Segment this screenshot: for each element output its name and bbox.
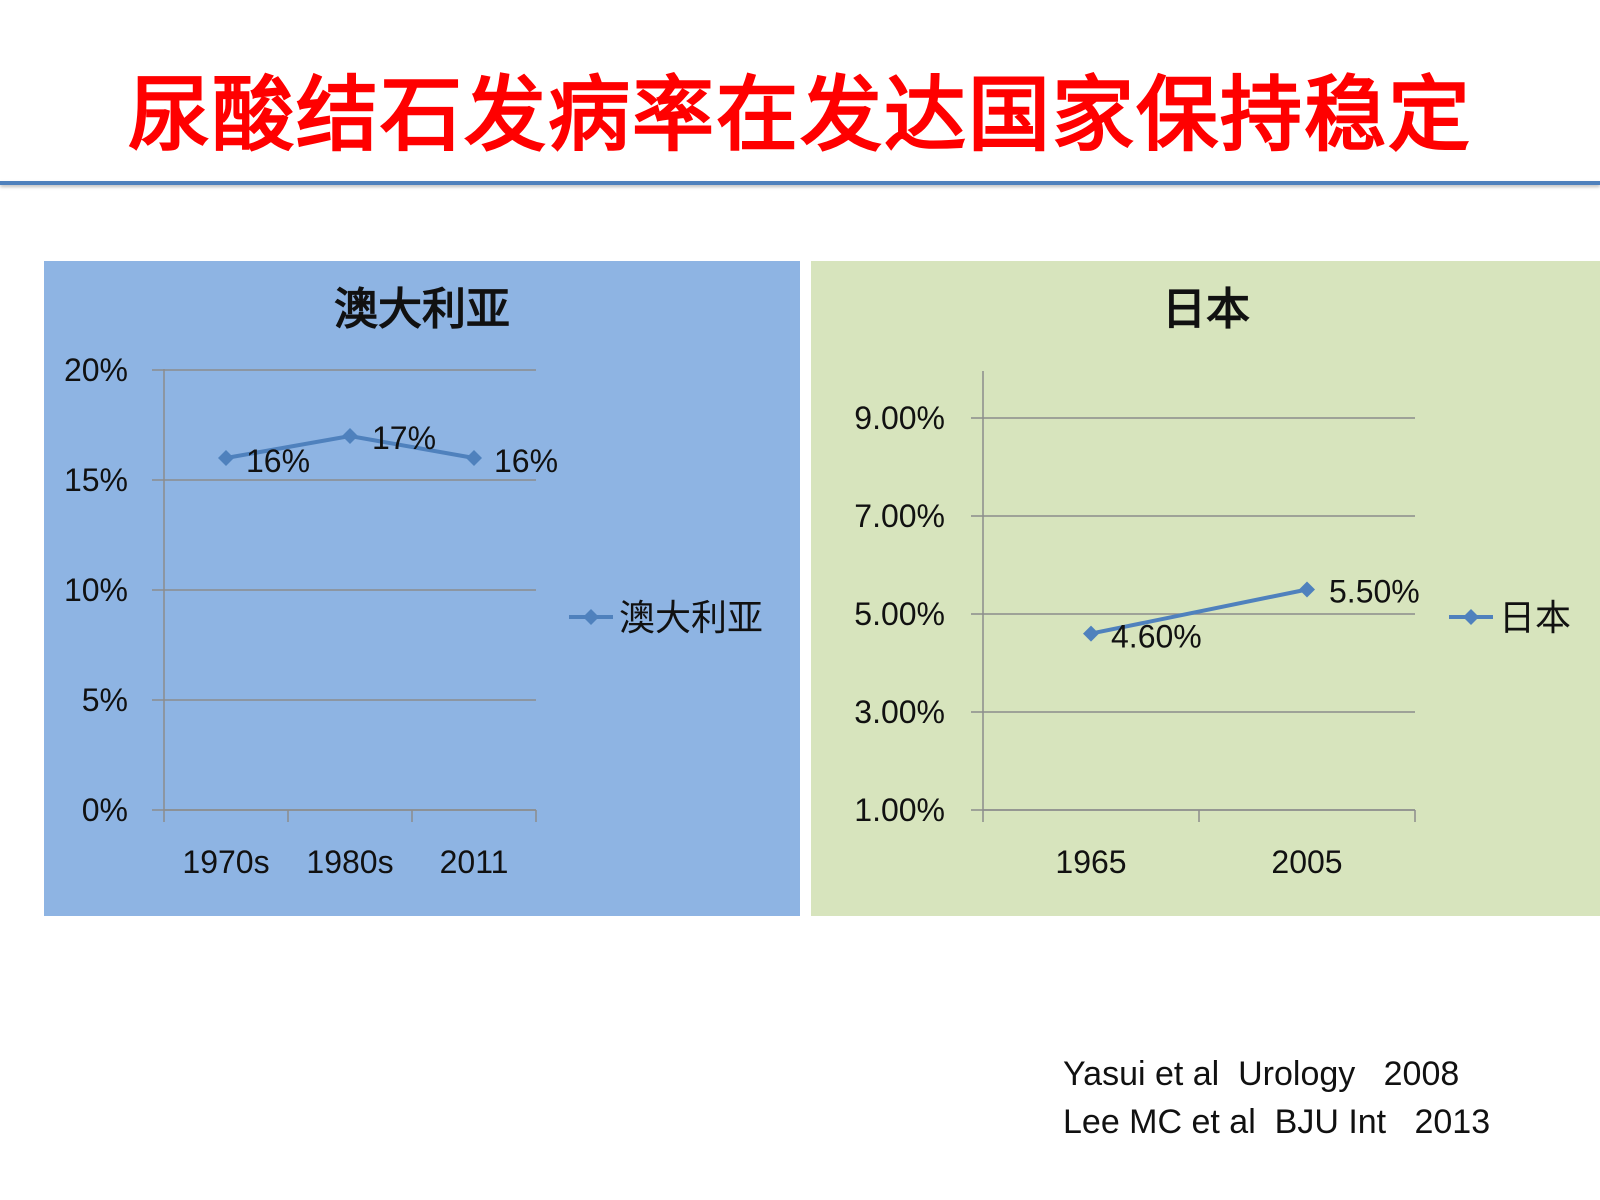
data-point: [218, 450, 234, 466]
data-label: 16%: [494, 443, 558, 479]
y-tick-label: 20%: [64, 352, 128, 388]
x-tick-label: 1965: [1055, 844, 1126, 880]
chart-title: 日本: [1162, 284, 1250, 335]
data-label: 5.50%: [1329, 574, 1420, 610]
y-tick-label: 3.00%: [854, 694, 945, 730]
y-tick-label: 15%: [64, 462, 128, 498]
citation-line: Yasui et al Urology 2008: [1063, 1055, 1460, 1093]
chart-australia: 澳大利亚 0% 5% 10% 15% 20% 1970s 1980s 2011 16% 17% 16%…: [64, 284, 763, 880]
x-tick-label: 1980s: [306, 844, 393, 880]
data-label: 17%: [372, 420, 436, 456]
series-line: [1090, 587, 1308, 636]
x-tick-label: 2005: [1271, 844, 1342, 880]
legend-marker: [1463, 609, 1479, 625]
y-tick-label: 1.00%: [854, 792, 945, 828]
data-point: [1299, 581, 1315, 598]
data-label: 16%: [246, 443, 310, 479]
chart-title: 澳大利亚: [334, 284, 510, 335]
chart-japan: 日本 1.00% 3.00% 5.00% 7.00% 9.00% 1965 2005 4.60%…: [854, 284, 1571, 880]
legend-label: 日本: [1499, 598, 1571, 639]
data-label: 4.60%: [1111, 619, 1202, 655]
y-tick-label: 9.00%: [854, 400, 945, 436]
data-point: [342, 428, 358, 444]
data-point: [466, 450, 482, 466]
x-tick-label: 1970s: [182, 844, 269, 880]
citation-line: Lee MC et al BJU Int 2013: [1063, 1103, 1491, 1141]
chart-panel-japan: 日本 1.00% 3.00% 5.00% 7.00% 9.00% 1965 2005 4.60%…: [811, 261, 1600, 916]
legend-marker: [583, 609, 599, 625]
y-tick-label: 5%: [82, 682, 128, 718]
y-tick-label: 10%: [64, 572, 128, 608]
title-divider: [0, 181, 1600, 185]
data-point: [1083, 625, 1099, 642]
y-tick-label: 5.00%: [854, 596, 945, 632]
legend-label: 澳大利亚: [619, 598, 763, 639]
y-tick-label: 0%: [82, 792, 128, 828]
y-tick-label: 7.00%: [854, 498, 945, 534]
x-tick-label: 2011: [440, 844, 509, 880]
chart-panel-australia: 澳大利亚 0% 5% 10% 15% 20% 1970s 1980s 2011 16% 17% 16%…: [44, 261, 800, 916]
slide-title: 尿酸结石发病率在发达国家保持稳定: [127, 68, 1472, 163]
citation-block: Yasui et al Urology 2008 Lee MC et al BJU…: [1063, 1050, 1490, 1146]
